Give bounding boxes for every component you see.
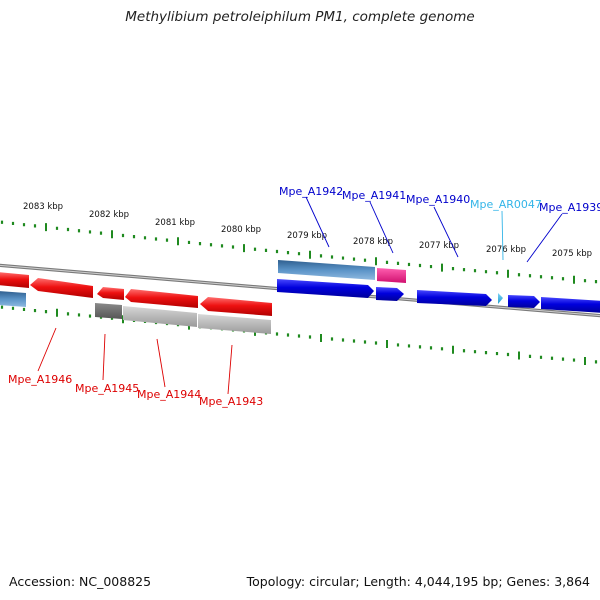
leader-line [37, 327, 57, 372]
gene-feature-forward[interactable] [277, 279, 374, 298]
scale-label-2078: 2078 kbp [353, 237, 393, 247]
gene-label-mpe-a1942[interactable]: Mpe_A1942 [279, 185, 343, 198]
gene-label-mpe-ar0047[interactable]: Mpe_AR0047 [470, 198, 542, 211]
leader-line [369, 201, 394, 254]
scale-ticks-upper [0, 220, 598, 284]
gene-feature-reverse[interactable] [0, 272, 29, 288]
genome-summary-text: Topology: circular; Length: 4,044,195 bp… [246, 574, 590, 589]
leader-line [102, 333, 106, 381]
leader-line [227, 344, 233, 395]
scale-label-2075: 2075 kbp [552, 249, 592, 259]
gene-label-mpe-a1945[interactable]: Mpe_A1945 [75, 382, 139, 395]
gene-label-mpe-a1939[interactable]: Mpe_A1939 [539, 201, 600, 214]
gene-feature-forward[interactable] [541, 297, 600, 313]
scale-label-2082: 2082 kbp [89, 210, 129, 220]
gene-feature-reverse-lane2[interactable] [0, 291, 26, 307]
leader-line [501, 210, 504, 261]
gene-feature-forward[interactable] [417, 290, 492, 306]
gene-feature-forward[interactable] [508, 295, 540, 308]
gene-feature-reverse[interactable] [125, 289, 198, 308]
gene-feature-forward-lane1[interactable] [278, 260, 375, 280]
gene-feature-reverse[interactable] [97, 287, 124, 300]
scale-label-2077: 2077 kbp [419, 241, 459, 251]
scale-label-2083: 2083 kbp [23, 202, 63, 212]
gene-feature-forward[interactable] [376, 287, 404, 301]
gene-label-mpe-a1946[interactable]: Mpe_A1946 [8, 373, 72, 386]
gene-feature-reverse-lane2[interactable] [95, 303, 122, 319]
accession-text: Accession: NC_008825 [9, 574, 152, 589]
gene-feature-reverse[interactable] [200, 297, 272, 316]
leader-line [526, 213, 563, 263]
gene-feature-forward-lane1[interactable] [377, 268, 406, 283]
gene-label-mpe-a1943[interactable]: Mpe_A1943 [199, 395, 263, 408]
scale-label-2079: 2079 kbp [287, 231, 327, 241]
trna-feature[interactable] [498, 293, 503, 304]
scale-label-2076: 2076 kbp [486, 245, 526, 255]
gene-feature-reverse[interactable] [30, 278, 93, 298]
gene-label-mpe-a1940[interactable]: Mpe_A1940 [406, 193, 470, 206]
gene-feature-reverse-lane2[interactable] [198, 314, 271, 334]
gene-label-mpe-a1941[interactable]: Mpe_A1941 [342, 189, 406, 202]
leader-line [433, 206, 459, 258]
scale-label-2081: 2081 kbp [155, 218, 195, 228]
leader-line [305, 196, 330, 248]
genome-title: Methylibium petroleiphilum PM1, complete… [125, 9, 475, 25]
scale-label-2080: 2080 kbp [221, 225, 261, 235]
leader-line [156, 338, 166, 388]
gene-feature-reverse-lane2[interactable] [123, 306, 197, 327]
scale-ticks-lower [0, 305, 598, 365]
gene-label-mpe-a1944[interactable]: Mpe_A1944 [137, 388, 201, 401]
